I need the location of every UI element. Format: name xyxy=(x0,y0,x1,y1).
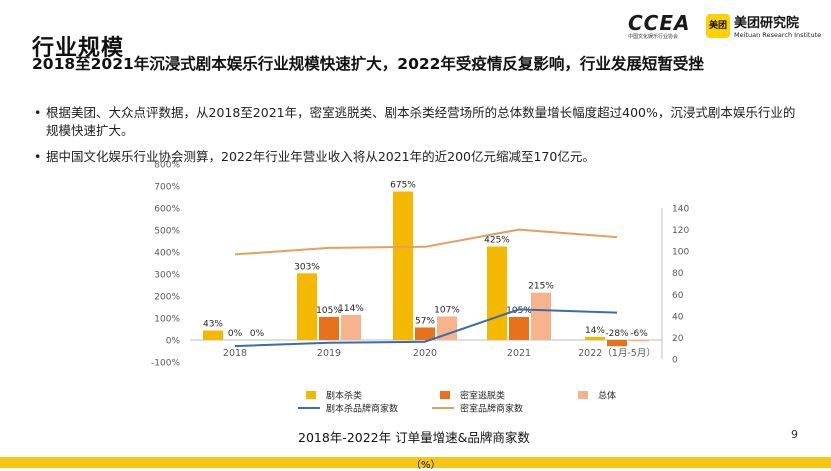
left-axis-tick-label: 300% xyxy=(154,271,180,281)
bar-data-label: -6% xyxy=(630,329,648,339)
series-line xyxy=(234,228,618,256)
bar-data-label: 107% xyxy=(434,305,460,315)
page-number: 9 xyxy=(791,428,798,441)
bullet-text: 据中国文化娱乐行业协会测算，2022年行业年营业收入将从2021年的近200亿元… xyxy=(46,149,595,164)
left-axis-tick-label: 100% xyxy=(154,315,180,325)
bullet-item: • 据中国文化娱乐行业协会测算，2022年行业年营业收入将从2021年的近200亿… xyxy=(34,148,804,166)
page-title: 行业规模 xyxy=(32,36,125,61)
left-axis-tick-label: 600% xyxy=(154,205,180,215)
bar-data-label: 14% xyxy=(585,326,605,336)
bar-data-label: 57% xyxy=(415,316,435,326)
left-axis-tick-label: 700% xyxy=(154,183,180,193)
meituan-logo: 美团 美团研究院 Meituan Research Institute xyxy=(706,12,824,46)
left-axis-tick-label: 800% xyxy=(154,161,180,171)
bar xyxy=(437,316,457,340)
bar xyxy=(297,273,317,340)
left-axis-tick-label: -100% xyxy=(151,359,180,369)
bar-data-label: 105% xyxy=(316,306,342,316)
bar-data-label: 0% xyxy=(250,329,265,339)
right-axis-tick-label: 120 xyxy=(672,226,689,236)
legend-label: 总体 xyxy=(598,390,616,402)
bar xyxy=(487,246,507,340)
ccea-logo-text: CCEA xyxy=(628,11,691,35)
bullet-text: 根据美团、大众点评数据，从2018至2021年，密室逃脱类、剧本杀类经营场所的总… xyxy=(46,105,796,138)
x-axis-tick-label: 2022（1月-5月） xyxy=(578,347,656,359)
bar xyxy=(393,191,413,340)
bar-data-label: 215% xyxy=(528,282,554,292)
left-axis-tick-label: 500% xyxy=(154,227,180,237)
right-axis-tick-label: 20 xyxy=(672,334,684,344)
x-axis-tick-label: 2020 xyxy=(413,348,437,359)
legend-swatch xyxy=(306,391,316,399)
meituan-logo-en: Meituan Research Institute xyxy=(734,31,822,39)
right-axis-tick-label: 100 xyxy=(672,248,689,258)
x-axis-tick-label: 2021 xyxy=(507,348,531,359)
left-axis-tick-label: 0% xyxy=(166,337,181,347)
legend-label: 密室逃脱类 xyxy=(460,390,505,402)
bar-data-label: 43% xyxy=(203,320,223,330)
bar-data-label: 675% xyxy=(390,181,416,191)
legend-label: 剧本杀品牌商家数 xyxy=(326,403,398,415)
bar xyxy=(341,314,361,340)
legend-label: 剧本杀类 xyxy=(326,390,362,402)
legend-label: 密室品牌商家数 xyxy=(460,403,523,415)
bullet-item: • 根据美团、大众点评数据，从2018至2021年，密室逃脱类、剧本杀类经营场所的… xyxy=(34,104,804,140)
right-axis-tick-label: 0 xyxy=(672,356,678,366)
bullet-list: • 根据美团、大众点评数据，从2018至2021年，密室逃脱类、剧本杀类经营场所的… xyxy=(34,104,804,174)
meituan-logo-name: 美团研究院 xyxy=(734,16,800,31)
bar xyxy=(585,336,605,340)
bar-data-label: 0% xyxy=(228,329,243,339)
right-axis-tick-label: 40 xyxy=(672,312,684,322)
left-axis-tick-label: 200% xyxy=(154,293,180,303)
bar xyxy=(629,340,649,342)
page-subtitle: 2018至2021年沉浸式剧本娱乐行业规模快速扩大，2022年受疫情反复影响，行… xyxy=(32,55,704,73)
right-axis-tick-label: 80 xyxy=(672,269,684,279)
series-line xyxy=(234,308,618,348)
bar xyxy=(319,316,339,340)
left-axis-tick-label: 400% xyxy=(154,249,180,259)
bullet-dot: • xyxy=(34,105,42,120)
ccea-logo: CCEA 中国文化娱乐行业协会 xyxy=(628,12,694,46)
right-axis-tick-label: 140 xyxy=(672,205,689,215)
chart-title: 2018年-2022年 订单量增速&品牌商家数 xyxy=(298,430,530,445)
meituan-logo-mark: 美团 xyxy=(706,14,730,38)
chart-unit-label: （%） xyxy=(411,460,441,471)
bullet-dot: • xyxy=(34,149,42,164)
legend-swatch xyxy=(578,391,588,399)
bar xyxy=(415,327,435,340)
right-axis-tick-label: 60 xyxy=(672,291,684,301)
bar xyxy=(203,330,223,340)
bar xyxy=(531,292,551,340)
bar-data-label: 303% xyxy=(294,262,320,272)
bar-data-label: 425% xyxy=(484,236,510,246)
bar xyxy=(509,316,529,340)
bar-data-label: 114% xyxy=(338,304,364,314)
bar-data-label: 105% xyxy=(506,306,532,316)
x-axis-tick-label: 2018 xyxy=(223,348,247,359)
x-axis-tick-label: 2019 xyxy=(317,348,341,359)
bottom-bar xyxy=(0,457,831,468)
bar xyxy=(607,340,627,347)
bar-data-label: -28% xyxy=(605,329,629,339)
ccea-logo-subtext: 中国文化娱乐行业协会 xyxy=(628,34,679,40)
legend-swatch xyxy=(440,391,450,399)
